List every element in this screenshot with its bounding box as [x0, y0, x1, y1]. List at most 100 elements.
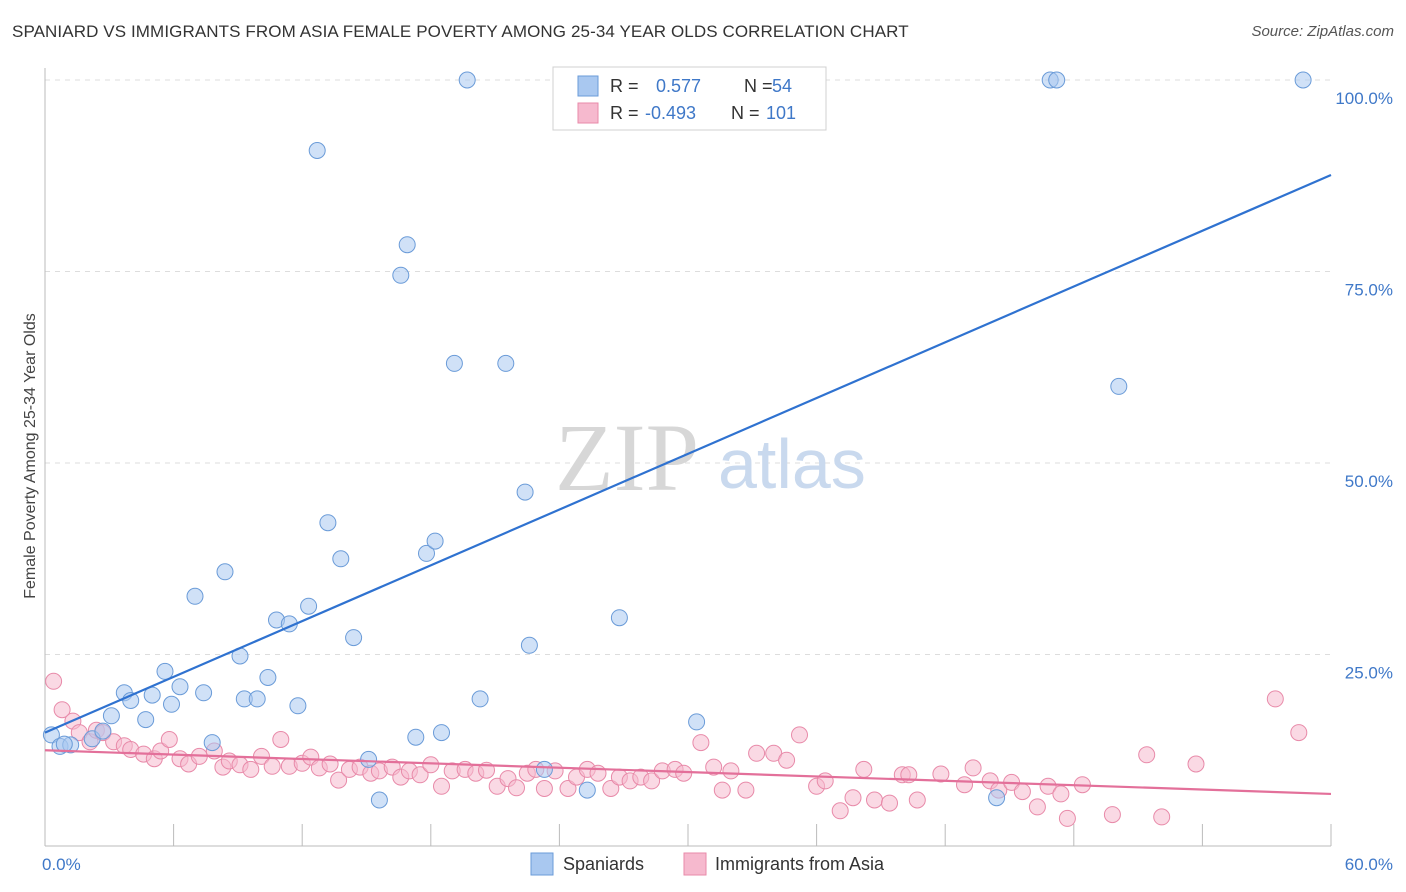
- point-immigrants-from-asia-67: [722, 762, 740, 780]
- stats-swatch-immigrants: [577, 102, 599, 124]
- point-immigrants-from-asia-23: [263, 757, 281, 775]
- point-immigrants-from-asia-64: [692, 734, 710, 752]
- stats-n-label-spaniards: N =: [744, 76, 773, 96]
- point-immigrants-from-asia-97: [1153, 808, 1171, 826]
- stats-r-value-spaniards: 0.577: [656, 76, 701, 96]
- point-immigrants-from-asia-78: [866, 791, 883, 809]
- point-immigrants-from-asia-21: [242, 760, 260, 778]
- trend-line-spaniards: [44, 173, 1332, 734]
- legend-label-spaniards: Spaniards: [563, 854, 644, 874]
- point-spaniards-38: [458, 71, 476, 89]
- point-immigrants-from-asia-38: [411, 766, 429, 784]
- point-spaniards-45: [610, 609, 628, 627]
- point-immigrants-from-asia-55: [589, 764, 607, 782]
- point-spaniards-53: [55, 735, 73, 753]
- point-spaniards-28: [345, 629, 363, 647]
- point-immigrants-from-asia-96: [1138, 746, 1156, 764]
- point-spaniards-31: [392, 266, 410, 284]
- point-immigrants-from-asia-99: [1266, 690, 1284, 708]
- point-immigrants-from-asia-82: [908, 791, 926, 809]
- point-spaniards-14: [195, 684, 213, 702]
- bottom-legend: Spaniards Immigrants from Asia: [530, 852, 885, 876]
- point-immigrants-from-asia-83: [932, 765, 950, 783]
- point-immigrants-from-asia-29: [321, 755, 339, 773]
- point-immigrants-from-asia-84: [956, 776, 973, 794]
- point-spaniards-20: [259, 669, 277, 686]
- stats-swatch-spaniards: [577, 75, 599, 97]
- point-immigrants-from-asia-98: [1187, 755, 1205, 773]
- point-spaniards-39: [471, 690, 489, 708]
- point-immigrants-from-asia-100: [1290, 724, 1308, 742]
- point-spaniards-23: [289, 697, 307, 715]
- stats-n-value-immigrants: 101: [766, 103, 796, 123]
- point-immigrants-from-asia-89: [1013, 783, 1031, 801]
- point-spaniards-12: [171, 678, 189, 696]
- point-spaniards-42: [520, 636, 538, 654]
- point-immigrants-from-asia-24: [272, 731, 290, 748]
- point-spaniards-16: [216, 563, 234, 581]
- point-immigrants-from-asia-79: [881, 794, 898, 812]
- point-immigrants-from-asia-0: [45, 672, 63, 690]
- point-immigrants-from-asia-13: [160, 731, 178, 748]
- point-spaniards-19: [248, 690, 266, 708]
- point-spaniards-25: [308, 142, 326, 159]
- point-spaniards-46: [688, 713, 706, 731]
- point-spaniards-43: [535, 760, 553, 778]
- point-spaniards-32: [398, 236, 416, 254]
- point-immigrants-from-asia-77: [855, 760, 873, 778]
- point-spaniards-27: [332, 550, 350, 568]
- y-tick-label-100: 100.0%: [1335, 89, 1393, 108]
- y-axis-title: Female Poverty Among 25-34 Year Olds: [22, 313, 39, 599]
- legend-swatch-spaniards: [530, 852, 554, 876]
- point-immigrants-from-asia-69: [748, 744, 766, 762]
- legend-swatch-immigrants: [683, 852, 707, 876]
- point-immigrants-from-asia-90: [1028, 798, 1046, 816]
- point-immigrants-from-asia-85: [964, 759, 982, 777]
- point-spaniards-26: [319, 514, 337, 532]
- watermark-zip: ZIP: [555, 404, 699, 511]
- point-spaniards-37: [445, 354, 463, 372]
- point-spaniards-36: [433, 724, 450, 742]
- point-immigrants-from-asia-65: [705, 758, 723, 776]
- gridlines: [45, 79, 1331, 655]
- point-spaniards-29: [360, 750, 378, 768]
- point-spaniards-48: [988, 789, 1006, 807]
- point-immigrants-from-asia-52: [559, 780, 577, 797]
- point-immigrants-from-asia-39: [422, 756, 440, 774]
- trend-lines: [44, 173, 1332, 796]
- point-spaniards-13: [186, 587, 204, 605]
- stats-r-label-spaniards: R =: [610, 76, 639, 96]
- point-immigrants-from-asia-40: [433, 777, 450, 795]
- point-immigrants-from-asia-91: [1039, 777, 1057, 795]
- point-immigrants-from-asia-47: [508, 779, 525, 797]
- y-tick-label-25: 25.0%: [1345, 664, 1393, 683]
- series-immigrants-from-asia: [45, 672, 1308, 827]
- stats-legend: R = 0.577 N = 54 R = -0.493 N = 101: [552, 66, 827, 131]
- point-spaniards-30: [370, 791, 388, 809]
- point-immigrants-from-asia-68: [737, 781, 755, 799]
- stats-n-value-spaniards: 54: [772, 76, 792, 96]
- point-immigrants-from-asia-66: [713, 781, 731, 799]
- point-immigrants-from-asia-93: [1058, 809, 1076, 827]
- y-tick-label-75: 75.0%: [1345, 281, 1393, 300]
- point-spaniards-4: [94, 722, 112, 740]
- point-immigrants-from-asia-76: [844, 789, 862, 807]
- point-spaniards-35: [426, 532, 444, 550]
- legend-label-immigrants: Immigrants from Asia: [715, 854, 885, 874]
- point-spaniards-40: [497, 354, 515, 372]
- point-immigrants-from-asia-92: [1052, 785, 1070, 803]
- trend-line-immigrants-from-asia: [44, 749, 1332, 796]
- point-spaniards-15: [203, 734, 221, 752]
- watermark-atlas: atlas: [718, 425, 866, 503]
- x-axis-ticks: [44, 824, 1332, 846]
- point-spaniards-41: [516, 483, 534, 501]
- point-immigrants-from-asia-56: [602, 780, 620, 797]
- series-spaniards: [42, 71, 1312, 809]
- x-tick-label-max: 60.0%: [1345, 855, 1393, 874]
- point-immigrants-from-asia-75: [831, 802, 849, 820]
- stats-r-label-immigrants: R =: [610, 103, 639, 123]
- point-immigrants-from-asia-74: [816, 772, 834, 790]
- point-spaniards-34: [418, 544, 435, 562]
- point-spaniards-8: [137, 711, 155, 729]
